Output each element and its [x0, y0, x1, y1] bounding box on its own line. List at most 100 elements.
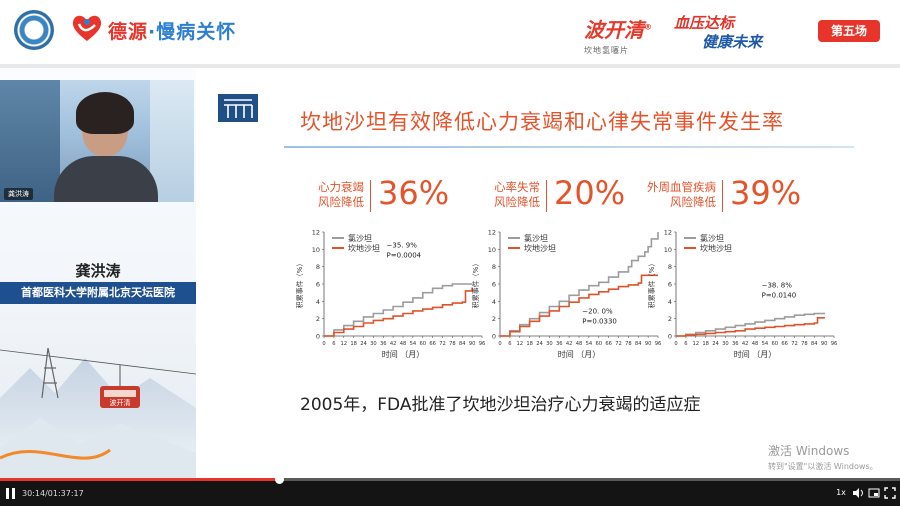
x-tick-label: 48 [752, 341, 759, 347]
x-tick-label: 6 [332, 341, 335, 347]
speaker-affiliation: 首都医科大学附属北京天坛医院 [0, 282, 196, 304]
y-tick-label: 10 [312, 246, 320, 254]
x-tick-label: 42 [566, 341, 573, 347]
total-time: 01:37:17 [47, 489, 84, 498]
y-tick-label: 8 [316, 263, 320, 271]
hospital-logo-icon [14, 10, 54, 50]
x-tick-label: 30 [722, 341, 729, 347]
video-background-shelf [0, 80, 60, 202]
legend-label: 坎地沙坦 [348, 243, 380, 253]
time-separator: / [45, 489, 48, 498]
stat-separator [722, 180, 723, 212]
annotation-p-value: P=0.0004 [387, 252, 422, 260]
series-line-坎地沙坦 [324, 287, 473, 337]
x-axis-label: 时间 （月） [734, 349, 777, 359]
x-tick-label: 84 [459, 341, 466, 347]
y-tick-label: 0 [316, 333, 320, 341]
video-player-bar: 30:14/01:37:17 1x [0, 475, 900, 506]
stat-label-line2: 风险降低 [670, 195, 716, 209]
y-tick-label: 6 [668, 281, 672, 289]
x-tick-label: 48 [400, 341, 407, 347]
x-tick-label: 42 [390, 341, 397, 347]
chart-panel-arrhythmia: 心率失常 风险降低 20% 0 2 4 6 8 10 12 0 6 12 18 24 30 36 42 48 5… [468, 174, 668, 376]
title-underline [284, 146, 854, 148]
pause-bar-icon [6, 488, 9, 499]
y-tick-label: 4 [316, 298, 320, 306]
playback-speed-button[interactable]: 1x [836, 488, 846, 497]
x-tick-label: 60 [419, 341, 426, 347]
pause-button[interactable] [6, 488, 16, 500]
speaker-hair [76, 92, 134, 134]
stat-label: 外周血管疾病 风险降低 [640, 180, 716, 210]
x-tick-label: 18 [350, 341, 357, 347]
stat-label: 心率失常 风险降低 [468, 180, 540, 210]
progress-track[interactable] [0, 475, 900, 484]
slogan: 血压达标 健康未来 [674, 12, 804, 52]
x-tick-label: 90 [821, 341, 828, 347]
speaker-name: 龚洪涛 [75, 262, 121, 280]
legend-label: 氯沙坦 [700, 233, 724, 243]
x-tick-label: 72 [439, 341, 446, 347]
x-tick-label: 96 [655, 341, 662, 347]
x-tick-label: 24 [712, 341, 719, 347]
y-tick-label: 6 [316, 281, 320, 289]
x-tick-label: 36 [556, 341, 563, 347]
stat-label-line1: 心率失常 [494, 180, 540, 194]
annotation-reduction: −38. 8% [762, 281, 793, 289]
product-subtitle: 坎地氢噻片 [584, 46, 629, 55]
x-axis-label: 时间 （月） [382, 349, 425, 359]
current-time: 30:14 [22, 489, 46, 498]
slide-title: 坎地沙坦有效降低心力衰竭和心律失常事件发生率 [300, 110, 784, 134]
legend-label: 坎地沙坦 [524, 243, 556, 253]
speaker-video[interactable]: 龚洪涛 [0, 80, 194, 202]
mountain-cablecar-illustration: 波开清 [0, 347, 196, 478]
slide-footnote: 2005年，FDA批准了坎地沙坦治疗心力衰竭的适应症 [300, 395, 701, 415]
x-tick-label: 72 [615, 341, 622, 347]
header-divider [0, 64, 900, 68]
x-tick-label: 0 [674, 341, 677, 347]
series-line-坎地沙坦 [500, 274, 658, 337]
y-tick-label: 4 [492, 298, 496, 306]
stat-label: 心力衰竭 风险降低 [292, 180, 364, 210]
pause-bar-icon [12, 488, 15, 499]
x-tick-label: 66 [605, 341, 612, 347]
product-name: 波开清 [584, 18, 644, 42]
x-tick-label: 18 [526, 341, 533, 347]
slide-corner-logo-icon [218, 94, 258, 122]
x-tick-label: 24 [536, 341, 543, 347]
series-line-氯沙坦 [500, 232, 659, 337]
product-reg-mark: ® [644, 22, 652, 32]
y-tick-label: 8 [492, 263, 496, 271]
x-tick-label: 72 [791, 341, 798, 347]
annotation-p-value: P=0.0330 [582, 317, 617, 325]
x-tick-label: 18 [702, 341, 709, 347]
annotation-reduction: −20. 0% [582, 307, 613, 315]
annotation-p-value: P=0.0140 [762, 291, 797, 299]
x-tick-label: 96 [831, 341, 838, 347]
stat-value: 36% [378, 174, 450, 212]
x-tick-label: 96 [479, 341, 486, 347]
progress-knob[interactable] [275, 475, 284, 484]
fullscreen-icon[interactable] [884, 487, 896, 499]
stat-label-line2: 风险降低 [318, 195, 364, 209]
volume-icon[interactable] [852, 487, 864, 499]
slogan-line2: 健康未来 [702, 33, 763, 51]
y-tick-label: 2 [316, 315, 320, 323]
legend-label: 氯沙坦 [524, 233, 548, 243]
x-tick-label: 24 [360, 341, 367, 347]
stat-separator [370, 180, 371, 212]
y-tick-label: 12 [664, 229, 672, 237]
time-display: 30:14/01:37:17 [22, 489, 84, 498]
windows-activation-watermark: 激活 Windows 转到"设置"以激活 Windows。 [768, 442, 878, 472]
video-background-window [150, 80, 194, 202]
x-tick-label: 48 [576, 341, 583, 347]
picture-in-picture-icon[interactable] [868, 487, 880, 499]
watermark-line2: 转到"设置"以激活 Windows。 [768, 462, 878, 471]
chart-panel-peripheral-vascular: 外周血管疾病 风险降低 39% 0 2 4 6 8 10 12 0 6 12 18 24 30 36 42 4… [644, 174, 844, 376]
x-tick-label: 66 [429, 341, 436, 347]
x-tick-label: 84 [811, 341, 818, 347]
x-tick-label: 54 [410, 341, 417, 347]
brand-name-part2: 慢病关怀 [156, 21, 237, 43]
x-tick-label: 0 [498, 341, 501, 347]
x-tick-label: 12 [516, 341, 523, 347]
